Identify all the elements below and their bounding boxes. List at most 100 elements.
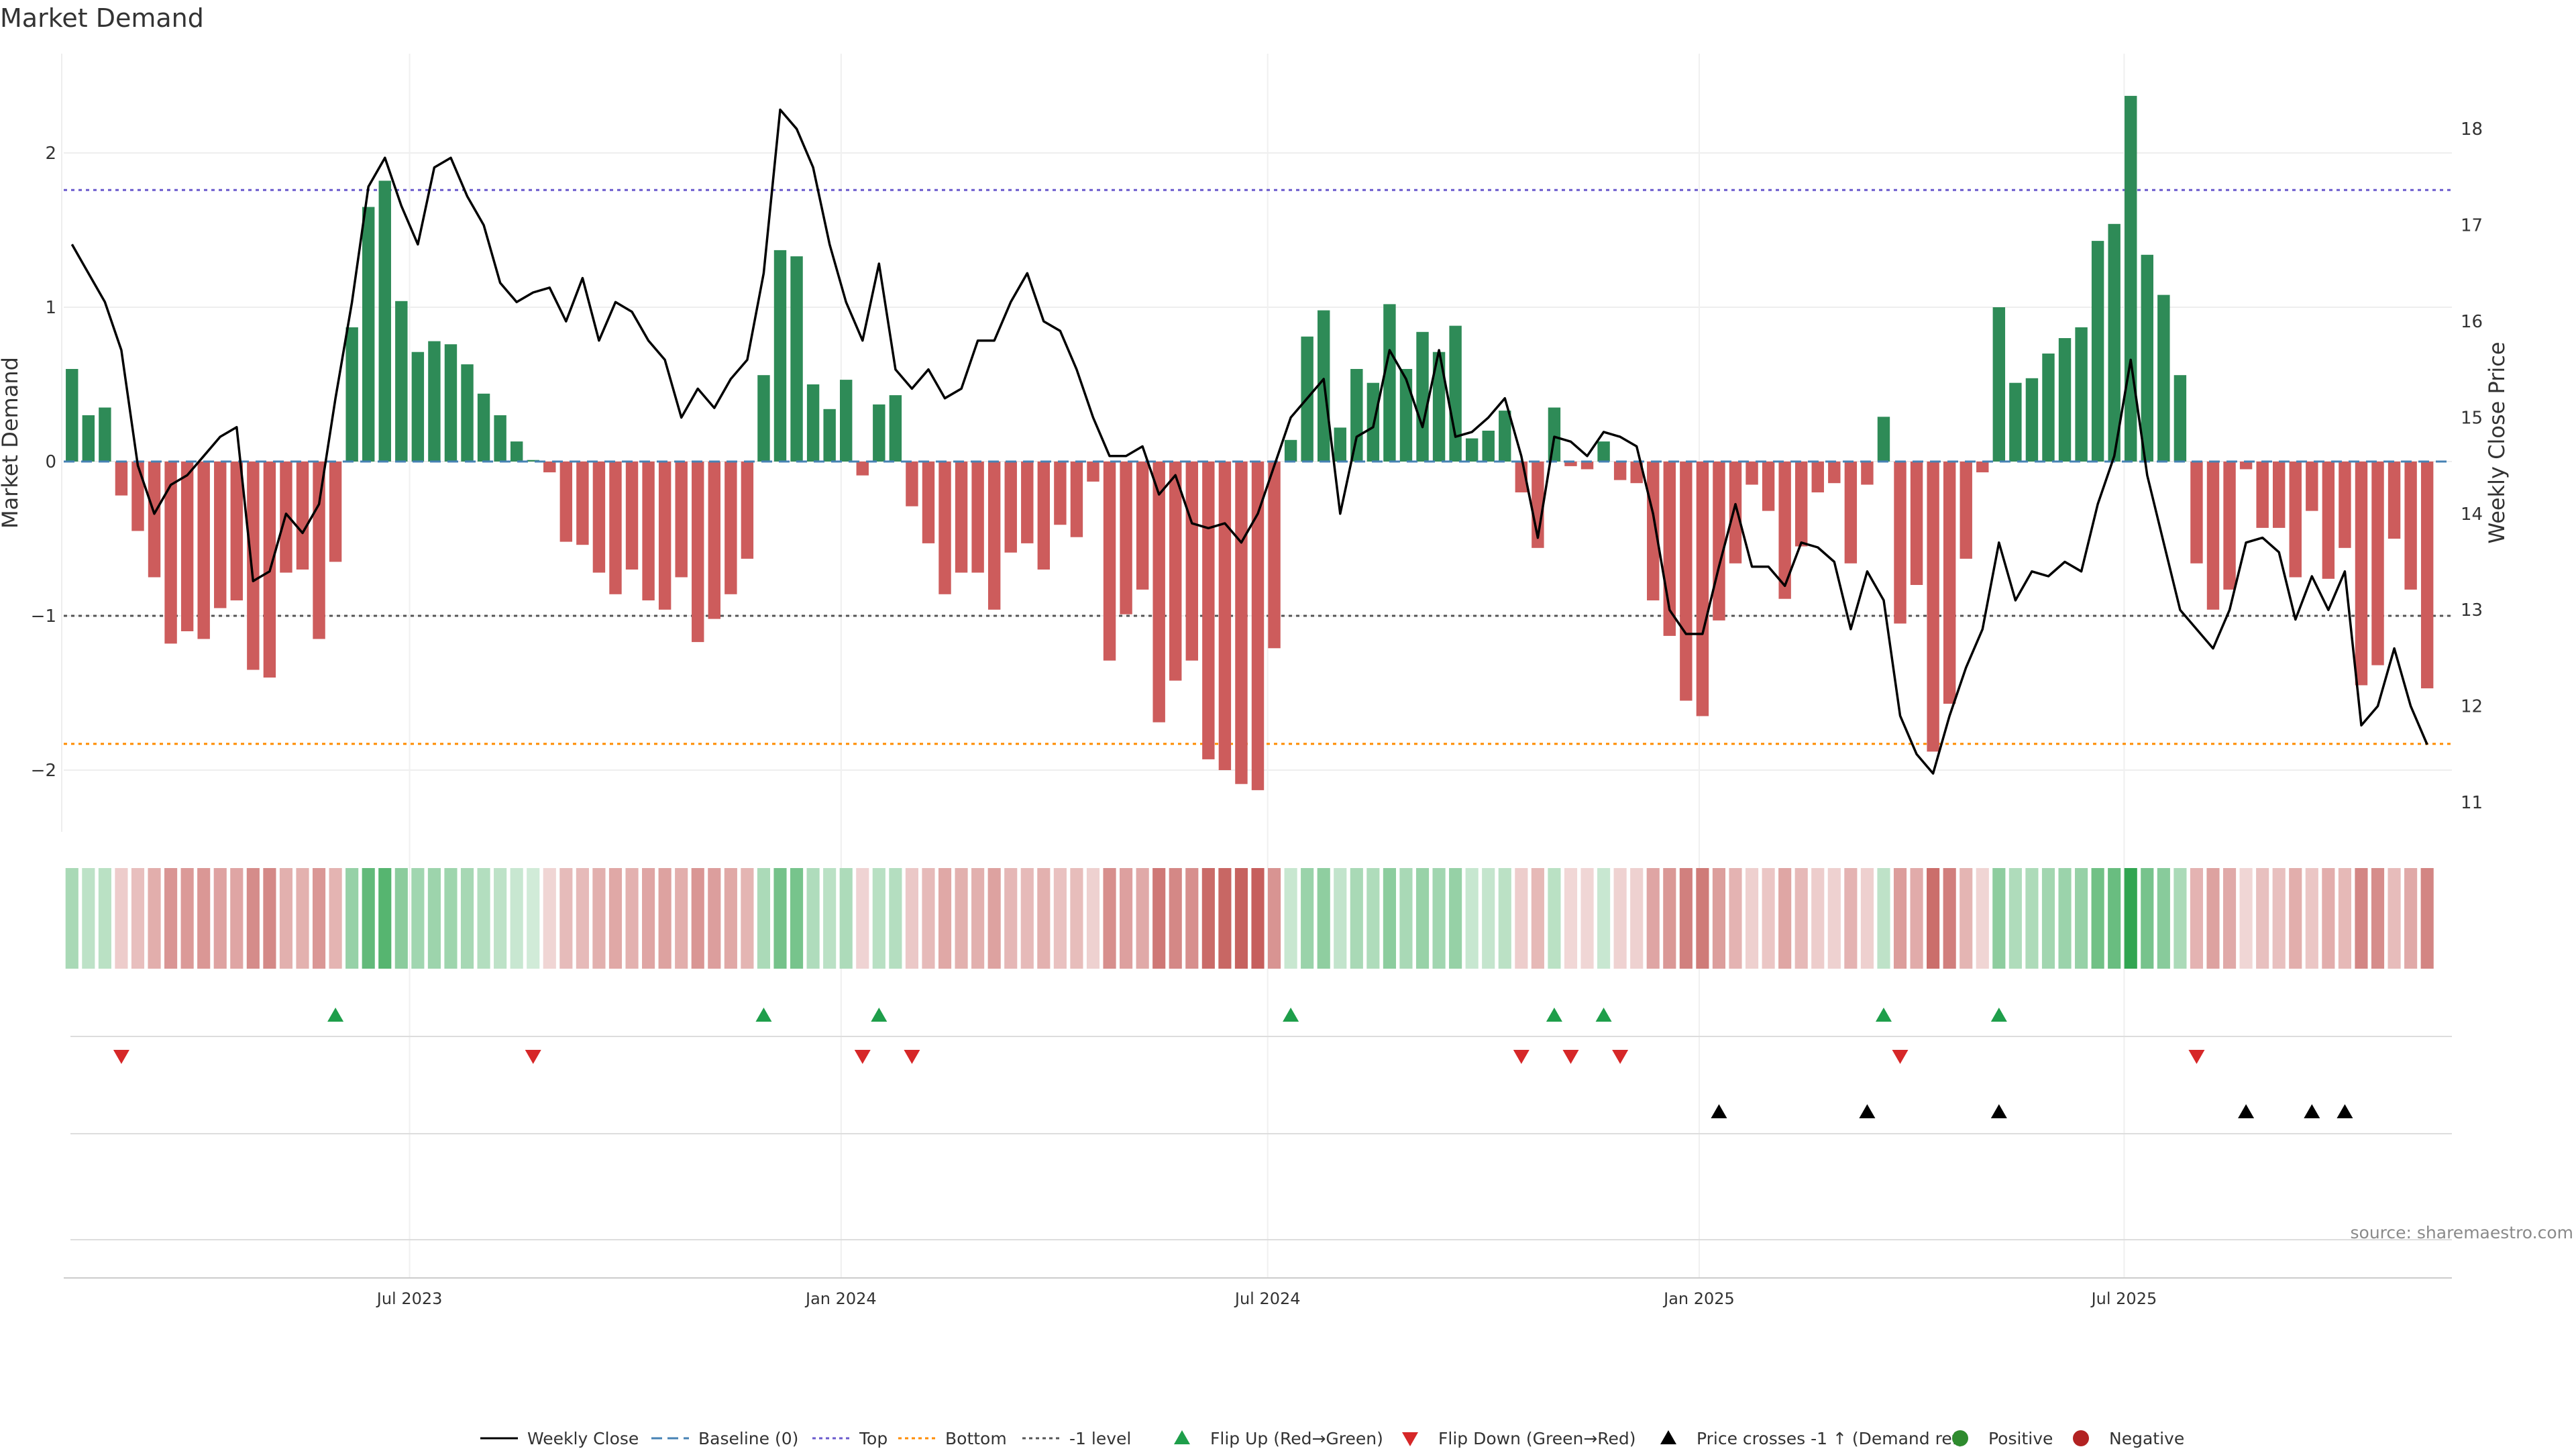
- heat-cell-141: [2387, 868, 2401, 969]
- y-tick-label: 1: [45, 298, 56, 318]
- demand-bar-0: [66, 369, 78, 462]
- demand-bar-90: [1548, 407, 1561, 462]
- heat-cell-125: [2124, 868, 2137, 969]
- y-tick-label: 0: [45, 452, 56, 472]
- heat-cell-52: [922, 868, 935, 969]
- y-axis-label: Market Demand: [0, 357, 23, 529]
- heat-cell-3: [115, 868, 128, 969]
- demand-bar-19: [378, 180, 391, 462]
- heat-cell-117: [1992, 868, 2006, 969]
- flip-down-marker-6: [1612, 1050, 1629, 1064]
- demand-bar-135: [2289, 462, 2302, 578]
- demand-bar-83: [1432, 352, 1446, 462]
- demand-bar-127: [2157, 294, 2170, 462]
- demand-bar-91: [1564, 462, 1577, 466]
- heat-cell-48: [856, 868, 869, 969]
- heat-cell-92: [1580, 868, 1594, 969]
- heat-cell-13: [279, 868, 293, 969]
- heat-cell-99: [1696, 868, 1709, 969]
- weekly-close-line: [70, 108, 2428, 775]
- demand-bar-128: [2174, 375, 2187, 462]
- demand-bar-111: [1894, 462, 1907, 624]
- heat-cell-65: [1136, 868, 1149, 969]
- heat-cell-36: [658, 868, 672, 969]
- legend-label-7: Price crosses -1 ↑ (Demand ref): [1697, 1429, 1964, 1448]
- demand-bar-43: [773, 250, 787, 462]
- left-y-axis-ticks: 2 1 0 −1 −2: [31, 144, 56, 781]
- demand-bar-123: [2091, 241, 2104, 462]
- demand-bar-10: [230, 462, 243, 600]
- demand-bar-30: [559, 462, 573, 542]
- demand-bar-70: [1218, 462, 1232, 770]
- demand-bar-55: [971, 462, 984, 573]
- legend: Weekly Close Baseline (0) Top Bottom -1 leve…: [480, 1429, 2184, 1448]
- heat-cell-120: [2041, 868, 2055, 969]
- flip-down-marker-8: [2188, 1050, 2205, 1064]
- legend-item-4: -1 level: [1022, 1429, 1131, 1448]
- demand-bar-42: [757, 375, 770, 462]
- demand-bar-113: [1927, 462, 1939, 752]
- demand-bar-104: [1778, 462, 1791, 599]
- demand-bar-16: [329, 462, 342, 562]
- legend-item-5: Flip Up (Red→Green): [1174, 1429, 1383, 1448]
- flip-down-marker-2: [854, 1050, 871, 1064]
- legend-label-3: Bottom: [945, 1429, 1007, 1448]
- heat-cell-30: [559, 868, 573, 969]
- heat-cell-34: [625, 868, 639, 969]
- heat-cell-82: [1415, 868, 1430, 969]
- source-credit: source: sharemaestro.com: [2351, 1223, 2574, 1242]
- heat-cell-21: [411, 868, 425, 969]
- heat-cell-80: [1383, 868, 1396, 969]
- demand-bar-107: [1828, 462, 1841, 484]
- heat-cell-44: [790, 868, 804, 969]
- demand-bar-71: [1235, 462, 1248, 784]
- demand-bar-14: [296, 462, 309, 570]
- heat-cell-16: [329, 868, 342, 969]
- flip-down-marker-7: [1892, 1050, 1909, 1064]
- demand-bar-2: [99, 407, 111, 462]
- legend-item-1: Baseline (0): [651, 1429, 798, 1448]
- signal-panels: [70, 1008, 2452, 1240]
- demand-bar-99: [1696, 462, 1709, 716]
- heat-cell-135: [2289, 868, 2302, 969]
- flip-up-marker-7: [1990, 1008, 2007, 1022]
- heat-cell-10: [230, 868, 244, 969]
- demand-bar-29: [543, 462, 556, 473]
- heat-cell-129: [2190, 868, 2204, 969]
- heat-cell-95: [1630, 868, 1644, 969]
- heat-cell-42: [757, 868, 771, 969]
- legend-label-8: Positive: [1988, 1429, 2053, 1448]
- demand-bar-4: [131, 462, 144, 531]
- heat-cell-128: [2174, 868, 2187, 969]
- cross-up-marker-1: [1859, 1104, 1876, 1118]
- demand-bar-131: [2223, 462, 2236, 590]
- demand-bar-62: [1087, 462, 1099, 482]
- heat-cell-86: [1482, 868, 1495, 969]
- chart-title: Market Demand: [0, 3, 204, 33]
- demand-bar-11: [247, 462, 260, 670]
- heat-cell-133: [2256, 868, 2269, 969]
- heat-cell-31: [576, 868, 589, 969]
- demand-bar-36: [658, 462, 672, 610]
- demand-bar-137: [2322, 462, 2335, 579]
- demand-bar-32: [592, 462, 606, 573]
- demand-bar-77: [1334, 427, 1346, 462]
- demand-bar-48: [856, 462, 869, 476]
- heat-cell-47: [839, 868, 853, 969]
- heat-cell-87: [1498, 868, 1511, 969]
- demand-bar-31: [576, 462, 589, 545]
- flip-down-marker-4: [1513, 1050, 1529, 1064]
- demand-bar-81: [1399, 369, 1413, 462]
- demand-bar-103: [1762, 462, 1775, 511]
- legend-symbol-8: [1952, 1430, 1968, 1446]
- heat-cell-140: [2371, 868, 2385, 969]
- flip-up-marker-6: [1875, 1008, 1892, 1022]
- heat-cell-74: [1284, 868, 1297, 969]
- heat-cell-138: [2338, 868, 2351, 969]
- heat-cell-9: [213, 868, 227, 969]
- demand-bar-64: [1120, 462, 1132, 614]
- heat-cell-40: [724, 868, 737, 969]
- demand-bar-69: [1202, 462, 1215, 759]
- legend-item-8: Positive: [1952, 1429, 2053, 1448]
- heat-cell-64: [1120, 868, 1133, 969]
